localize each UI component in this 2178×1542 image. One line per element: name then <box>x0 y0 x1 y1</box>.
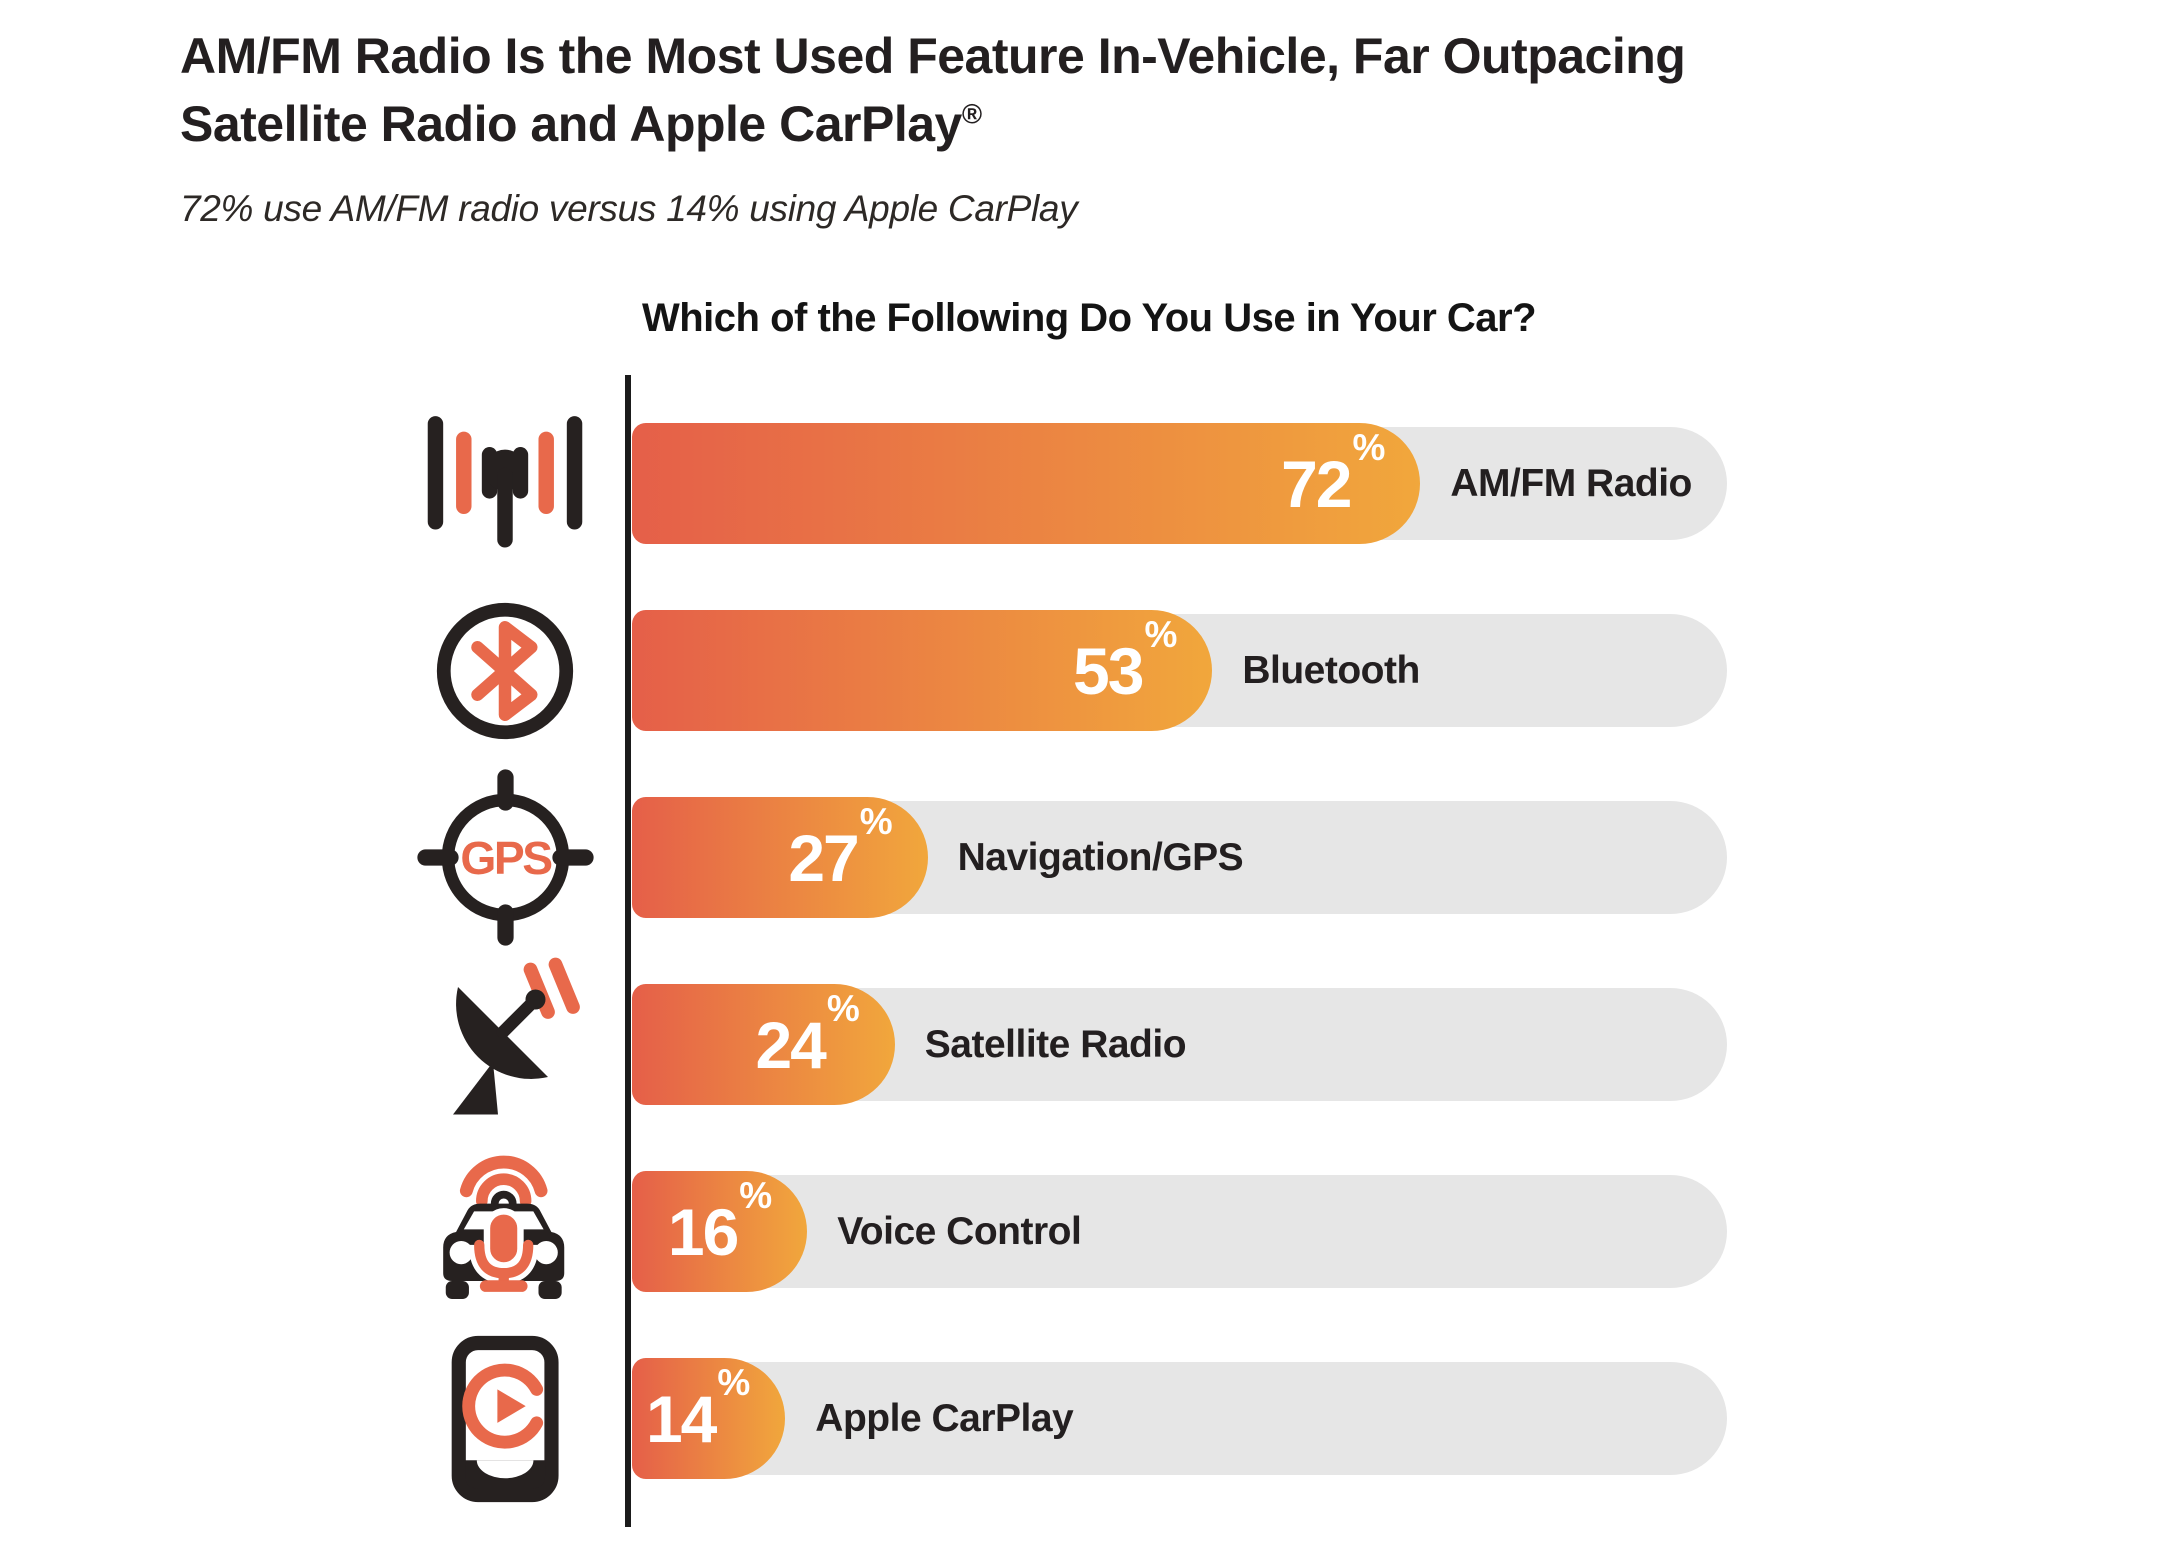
bar-fill: 72% <box>632 423 1421 544</box>
svg-text:GPS: GPS <box>460 832 552 884</box>
gps-crosshair-icon: GPS <box>415 769 595 946</box>
subtitle: 72% use AM/FM radio versus 14% using App… <box>180 188 1078 229</box>
bar-label: Navigation/GPS <box>957 835 1244 879</box>
percent-sign: % <box>1352 426 1385 468</box>
bar-label: Bluetooth <box>1242 648 1420 692</box>
bar-row: 16% Voice Control <box>0 1155 2178 1299</box>
bluetooth-icon <box>415 602 595 739</box>
percent-sign: % <box>859 800 893 842</box>
bar-fill: 24% <box>632 984 895 1105</box>
bar-row: 72% AM/FM Radio <box>0 416 2178 548</box>
page-title-line2: Satellite Radio and Apple CarPlay® <box>180 96 982 152</box>
axis-line <box>625 375 631 1527</box>
percent-sign: % <box>717 1361 750 1403</box>
chart-title: Which of the Following Do You Use in You… <box>641 296 1537 340</box>
bar-track: 53% Bluetooth <box>632 610 1727 731</box>
bar-value: 24% <box>755 987 859 1082</box>
bar-fill: 27% <box>632 797 928 918</box>
bar-label: Satellite Radio <box>924 1022 1187 1066</box>
bar-value: 16% <box>667 1174 772 1269</box>
car-voice-control-icon <box>415 1155 595 1299</box>
bar-label: AM/FM Radio <box>1450 461 1692 505</box>
page-title-line1: AM/FM Radio Is the Most Used Feature In-… <box>180 28 1686 84</box>
bar-value: 14% <box>645 1361 750 1456</box>
bar-row: 24% Satellite Radio <box>0 957 2178 1115</box>
bar-row: 53% Bluetooth <box>0 602 2178 739</box>
bar-value: 72% <box>1281 426 1385 521</box>
bar-track: 24% Satellite Radio <box>632 984 1727 1105</box>
bar-value: 53% <box>1073 613 1177 708</box>
bar-track: 14% Apple CarPlay <box>632 1358 1727 1479</box>
percent-sign: % <box>826 987 860 1029</box>
bar-label: Voice Control <box>837 1209 1082 1253</box>
bar-fill: 16% <box>632 1171 808 1292</box>
bar-label: Apple CarPlay <box>815 1396 1074 1440</box>
carplay-phone-icon <box>415 1335 595 1502</box>
header: AM/FM Radio Is the Most Used Feature In-… <box>180 22 1686 230</box>
bar-track: 72% AM/FM Radio <box>632 423 1727 544</box>
bar-fill: 53% <box>632 610 1213 731</box>
percent-sign: % <box>1144 613 1177 655</box>
bar-track: 27% Navigation/GPS <box>632 797 1727 918</box>
radio-antenna-icon <box>415 416 595 548</box>
bar-row: 14% Apple CarPlay <box>0 1335 2178 1502</box>
bar-row: GPS 27% Navigation/GPS <box>0 769 2178 946</box>
bar-chart: 72% AM/FM Radio 53% Bluetooth <box>0 375 2178 1537</box>
page-title: AM/FM Radio Is the Most Used Feature In-… <box>180 22 1686 158</box>
bar-track: 16% Voice Control <box>632 1171 1727 1292</box>
bar-value: 27% <box>788 800 892 895</box>
percent-sign: % <box>739 1174 772 1216</box>
bar-fill: 14% <box>632 1358 786 1479</box>
registered-mark: ® <box>961 98 982 130</box>
satellite-dish-icon <box>415 957 595 1115</box>
